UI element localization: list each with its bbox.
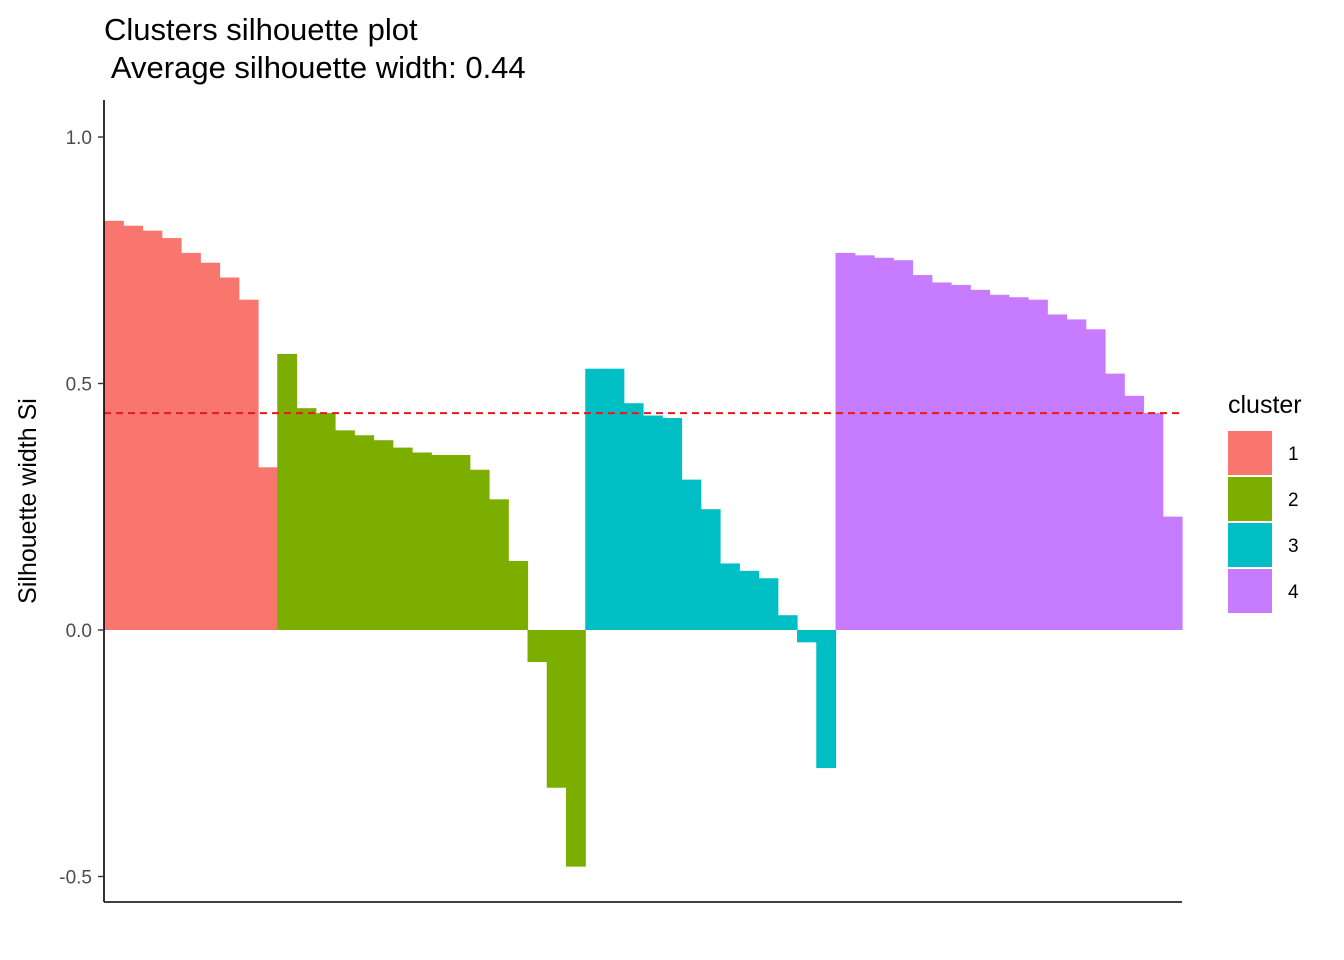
bar-cluster-1-2 (123, 225, 144, 631)
bar-cluster-4-9 (989, 294, 1010, 630)
bar-cluster-4-6 (931, 282, 952, 630)
legend-label-3: 3 (1288, 536, 1299, 557)
bar-cluster-3-11 (777, 615, 798, 630)
bar-cluster-4-18 (1162, 516, 1183, 630)
bar-cluster-3-2 (604, 368, 625, 630)
legend-key-3 (1228, 523, 1272, 567)
bar-cluster-2-14 (527, 630, 548, 663)
bar-cluster-3-13 (816, 630, 837, 769)
y-axis-title: Silhouette width Si (14, 398, 42, 604)
y-tick-label: 0.0 (66, 621, 92, 642)
bar-cluster-4-3 (874, 257, 894, 630)
bar-cluster-4-10 (1008, 297, 1029, 630)
bar-cluster-3-10 (758, 578, 779, 630)
legend-key-1 (1228, 431, 1272, 475)
bar-cluster-4-7 (951, 284, 971, 630)
y-tick-label: 0.5 (66, 375, 92, 396)
bar-cluster-1-3 (142, 230, 163, 631)
y-tick-label: 1.0 (66, 128, 92, 149)
bar-cluster-3-9 (739, 570, 760, 630)
bar-cluster-2-13 (508, 560, 529, 630)
axes-group: 1.0 0.5 0.0 -0.5 (59, 100, 1182, 903)
bar-cluster-3-8 (720, 563, 740, 630)
bar-cluster-4-15 (1105, 373, 1125, 630)
bar-cluster-4-13 (1066, 319, 1087, 630)
bar-cluster-1-7 (219, 277, 240, 630)
bar-cluster-4-14 (1085, 329, 1106, 630)
legend-key-4 (1228, 569, 1272, 613)
bar-cluster-1-8 (238, 299, 259, 630)
bar-cluster-4-11 (1028, 299, 1048, 630)
bar-cluster-1-9 (258, 467, 278, 630)
bar-cluster-1-4 (161, 238, 182, 630)
chart-title: Clusters silhouette plot (104, 12, 418, 47)
legend-label-4: 4 (1288, 582, 1299, 603)
bar-cluster-2-9 (431, 454, 452, 630)
bar-cluster-4-16 (1124, 395, 1145, 630)
bar-cluster-4-5 (912, 275, 933, 630)
bar-cluster-2-12 (489, 499, 509, 630)
bar-cluster-4-1 (835, 252, 856, 631)
bar-cluster-3-6 (681, 479, 702, 630)
bar-cluster-2-10 (450, 454, 471, 630)
legend-label-1: 1 (1288, 444, 1299, 465)
bar-cluster-2-8 (412, 452, 432, 630)
bar-cluster-4-2 (854, 255, 875, 630)
bar-cluster-3-5 (662, 418, 683, 630)
bar-cluster-2-6 (373, 440, 394, 630)
bar-cluster-2-4 (335, 430, 355, 630)
bar-cluster-4-17 (1143, 413, 1164, 630)
bar-cluster-3-4 (643, 415, 663, 630)
y-tick-label: -0.5 (59, 868, 92, 889)
bar-cluster-2-1 (277, 353, 298, 630)
bar-cluster-2-2 (296, 408, 317, 630)
bar-cluster-2-11 (469, 469, 490, 630)
bar-cluster-1-6 (200, 262, 221, 630)
bar-cluster-3-3 (623, 403, 644, 630)
bar-cluster-2-16 (566, 630, 586, 867)
bars-group (104, 220, 1183, 867)
bar-cluster-4-4 (893, 260, 914, 630)
legend-title: cluster (1228, 391, 1302, 419)
bar-cluster-2-3 (315, 413, 336, 630)
bar-cluster-3-12 (797, 630, 817, 643)
bar-cluster-1-1 (104, 220, 124, 630)
legend-key-2 (1228, 477, 1272, 521)
bar-cluster-2-7 (392, 447, 413, 630)
bar-cluster-3-7 (700, 509, 721, 630)
bar-cluster-3-1 (585, 368, 606, 630)
chart-subtitle: Average silhouette width: 0.44 (104, 50, 526, 85)
legend-label-2: 2 (1288, 490, 1299, 511)
bar-cluster-1-5 (181, 252, 201, 631)
bar-cluster-4-12 (1047, 314, 1068, 630)
bar-cluster-4-8 (970, 289, 991, 630)
bar-cluster-2-15 (546, 630, 567, 788)
legend: cluster 1 2 3 4 (1228, 391, 1302, 613)
bar-cluster-2-5 (354, 435, 375, 630)
